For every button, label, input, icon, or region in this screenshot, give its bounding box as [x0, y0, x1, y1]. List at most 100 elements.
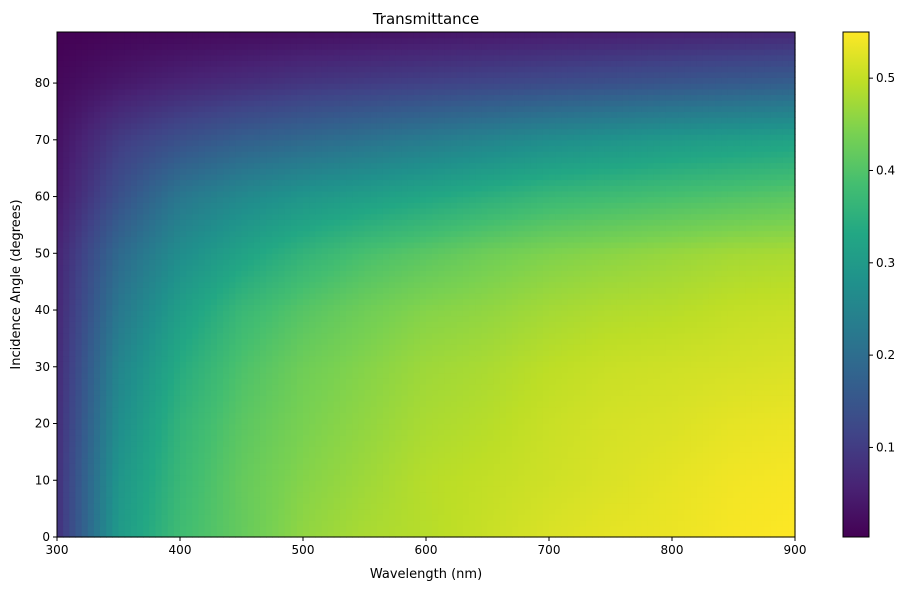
- heatmap-cell: [303, 355, 310, 362]
- heatmap-cell: [610, 395, 618, 402]
- heatmap-cell: [672, 366, 679, 374]
- heatmap-cell: [715, 525, 722, 532]
- heatmap-cell: [210, 304, 218, 311]
- heatmap-cell: [223, 514, 230, 521]
- heatmap-cell: [690, 508, 698, 515]
- heatmap-cell: [438, 321, 446, 328]
- heatmap-cell: [432, 474, 439, 481]
- heatmap-cell: [290, 429, 298, 436]
- heatmap-cell: [247, 400, 255, 408]
- heatmap-cell: [370, 531, 378, 538]
- heatmap-cell: [235, 406, 243, 413]
- heatmap-cell: [438, 531, 446, 538]
- heatmap-cell: [727, 389, 735, 396]
- heatmap-cell: [628, 497, 636, 504]
- heatmap-cell: [395, 366, 402, 374]
- heatmap-cell: [647, 519, 655, 527]
- heatmap-cell: [352, 310, 359, 317]
- heatmap-cell: [764, 355, 771, 362]
- heatmap-cell: [770, 355, 778, 362]
- heatmap-cell: [770, 327, 778, 334]
- heatmap-cell: [216, 304, 224, 311]
- heatmap-cell: [315, 440, 323, 447]
- heatmap-cell: [727, 468, 735, 476]
- heatmap-cell: [395, 395, 402, 402]
- heatmap-cell: [462, 485, 470, 493]
- heatmap-cell: [413, 298, 421, 305]
- heatmap-cell: [143, 457, 150, 464]
- heatmap-cell: [696, 434, 704, 442]
- heatmap-cell: [708, 383, 716, 391]
- heatmap-cell: [419, 423, 427, 430]
- heatmap-cell: [75, 502, 83, 510]
- heatmap-cell: [426, 298, 433, 305]
- heatmap-cell: [370, 332, 378, 339]
- heatmap-cell: [389, 502, 396, 510]
- heatmap-cell: [696, 338, 704, 345]
- heatmap-cell: [69, 463, 77, 470]
- heatmap-cell: [247, 525, 255, 532]
- heatmap-cell: [303, 327, 310, 334]
- heatmap-cell: [321, 468, 329, 476]
- heatmap-cell: [296, 525, 304, 532]
- heatmap-cell: [684, 349, 692, 357]
- heatmap-cell: [278, 315, 286, 322]
- heatmap-cell: [136, 338, 144, 345]
- heatmap-cell: [63, 355, 70, 362]
- heatmap-cell: [555, 366, 562, 374]
- heatmap-cell: [708, 361, 716, 368]
- heatmap-cell: [524, 417, 532, 425]
- heatmap-cell: [739, 514, 747, 521]
- heatmap-cell: [339, 480, 347, 487]
- heatmap-cell: [303, 378, 310, 385]
- heatmap-cell: [665, 310, 673, 317]
- heatmap-cell: [180, 417, 187, 425]
- heatmap-cell: [149, 485, 156, 493]
- heatmap-cell: [173, 474, 181, 481]
- heatmap-cell: [579, 468, 587, 476]
- heatmap-cell: [333, 327, 341, 334]
- heatmap-cell: [567, 372, 575, 379]
- heatmap-cell: [419, 519, 427, 527]
- heatmap-cell: [241, 395, 249, 402]
- heatmap-cell: [370, 491, 378, 498]
- heatmap-cell: [450, 463, 458, 470]
- heatmap-cell: [333, 525, 341, 532]
- heatmap-cell: [303, 310, 310, 317]
- heatmap-cell: [118, 423, 126, 430]
- heatmap-cell: [382, 474, 390, 481]
- heatmap-cell: [715, 389, 722, 396]
- heatmap-cell: [604, 321, 612, 328]
- heatmap-cell: [407, 349, 415, 357]
- heatmap-cell: [413, 468, 421, 476]
- heatmap-cell: [303, 417, 310, 425]
- heatmap-cell: [407, 485, 415, 493]
- heatmap-cell: [592, 378, 599, 385]
- heatmap-cell: [604, 344, 612, 351]
- heatmap-cell: [309, 344, 316, 351]
- heatmap-cell: [573, 338, 581, 345]
- heatmap-cell: [352, 378, 359, 385]
- heatmap-cell: [136, 321, 144, 328]
- heatmap-cell: [493, 372, 501, 379]
- heatmap-cell: [346, 463, 353, 470]
- heatmap-cell: [604, 457, 612, 464]
- heatmap-cell: [346, 423, 353, 430]
- heatmap-cell: [259, 355, 267, 362]
- heatmap-cell: [278, 497, 286, 504]
- heatmap-cell: [303, 491, 310, 498]
- heatmap-cell: [647, 451, 655, 459]
- heatmap-cell: [284, 480, 292, 487]
- heatmap-cell: [616, 440, 624, 447]
- heatmap-cell: [180, 310, 187, 317]
- heatmap-cell: [690, 361, 698, 368]
- heatmap-cell: [352, 434, 359, 442]
- heatmap-cell: [641, 310, 648, 317]
- heatmap-cell: [296, 485, 304, 493]
- heatmap-cell: [364, 457, 372, 464]
- heatmap-cell: [284, 378, 292, 385]
- heatmap-cell: [389, 474, 396, 481]
- heatmap-cell: [751, 389, 759, 396]
- heatmap-cell: [167, 327, 175, 334]
- heatmap-cell: [382, 525, 390, 532]
